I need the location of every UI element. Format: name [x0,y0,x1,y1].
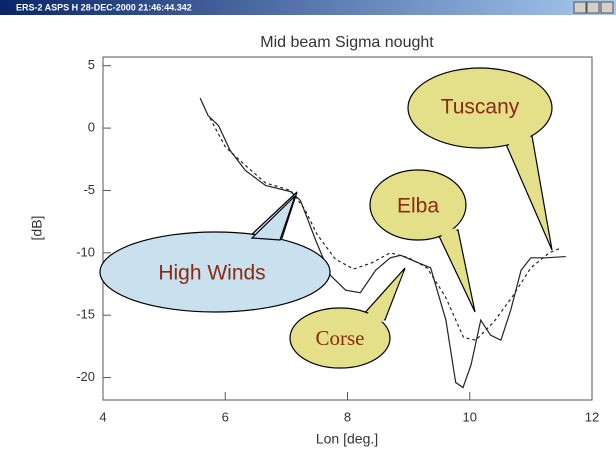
x-tick-label: 10 [463,409,477,424]
callout-bubble [407,67,553,149]
callouts: High Winds Corse Elba Tuscany [99,67,553,369]
annotation: Corse [316,326,365,350]
data-line [209,117,562,341]
annotation: Elba [397,195,439,218]
y-tick-label: -15 [76,307,95,322]
x-tick-label: 6 [222,409,229,424]
y-tick-label: -5 [83,182,95,197]
y-tick-label: -20 [76,369,95,384]
annotation: Tuscany [441,96,520,119]
y-tick-label: 0 [88,120,95,135]
x-tick-label: 12 [585,409,599,424]
x-tick-label: 8 [344,409,351,424]
callout-bubble [369,169,467,241]
annotation: High Winds [158,262,265,285]
callout-bubble [99,231,331,313]
chart-title: Mid beam Sigma nought [260,34,434,51]
callout-bubble [289,307,391,369]
title-bar [0,0,616,15]
window-title: ERS-2 ASPS H 28-DEC-2000 21:46:44.342 [16,2,192,12]
y-tick-label: -10 [76,244,95,259]
x-tick-label: 4 [99,409,106,424]
window-buttons[interactable] [573,1,614,14]
y-tick-label: 5 [88,57,95,72]
y-axis-label: [dB] [29,216,45,241]
x-axis-label: Lon [deg.] [316,431,378,447]
